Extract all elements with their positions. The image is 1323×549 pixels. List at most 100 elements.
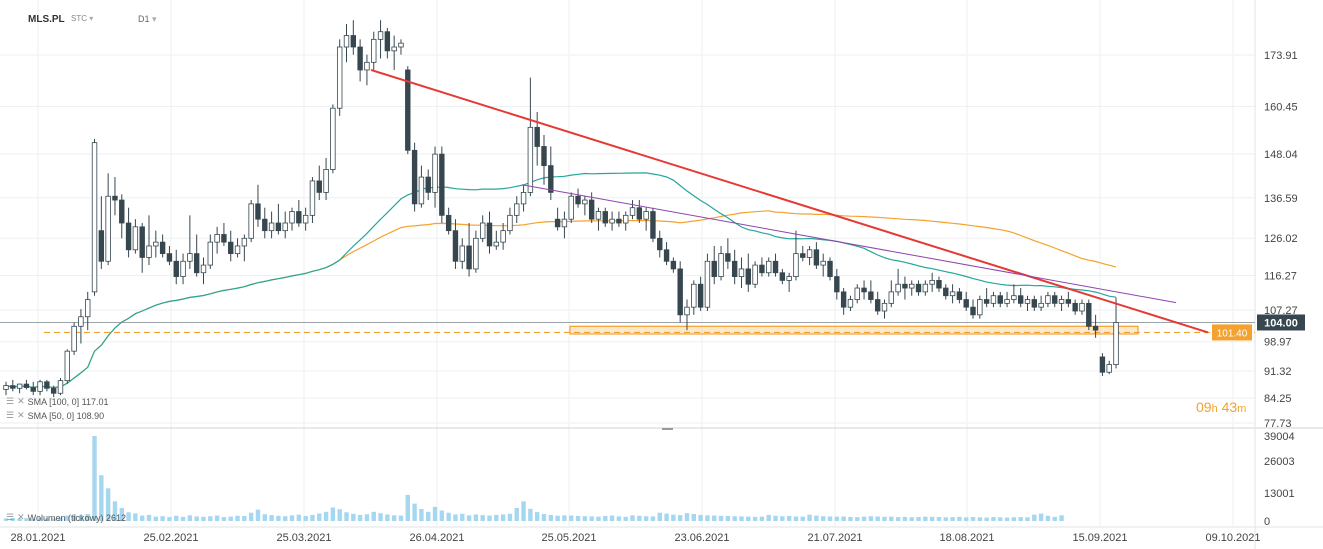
candle-up <box>595 211 602 220</box>
volume-bar <box>514 507 519 521</box>
volume-axis: 39004 26003 13001 0 <box>1264 431 1295 528</box>
volume-bar <box>521 501 526 521</box>
candle-up <box>479 222 486 239</box>
support-rectangle[interactable] <box>569 325 1139 335</box>
candle-up <box>507 214 513 232</box>
close-icon[interactable]: ✕ <box>17 396 25 406</box>
candle-down <box>534 126 540 147</box>
candle-down <box>616 218 622 224</box>
trendlines[interactable] <box>370 69 1209 334</box>
candle-down <box>657 237 663 251</box>
candle-down <box>357 46 363 71</box>
volume-bar <box>1038 513 1044 521</box>
candle-up <box>37 381 43 392</box>
volume-bar <box>950 517 955 521</box>
date-tick-label: 25.05.2021 <box>541 532 596 544</box>
candle-up <box>909 283 915 289</box>
candle-down <box>915 283 922 293</box>
candle-down <box>670 260 677 270</box>
candle-up <box>282 222 288 232</box>
candle-up <box>922 283 929 293</box>
date-tick-label: 18.08.2021 <box>939 532 994 544</box>
candle-down <box>452 230 459 262</box>
candle-down <box>997 295 1003 304</box>
volume-bar <box>187 515 193 521</box>
candle-down <box>827 260 833 277</box>
indicator-sma-100[interactable]: ☰ ✕ SMA [100, 0] 117.01 <box>6 396 109 407</box>
volume-bar <box>44 518 50 521</box>
secondary-trendline[interactable] <box>521 184 1177 304</box>
candle-down <box>384 31 391 52</box>
volume-bar <box>119 507 124 521</box>
candle-up <box>330 107 336 170</box>
interval-dropdown[interactable]: D1 ▾ <box>138 14 157 25</box>
candle-up <box>398 42 404 48</box>
candle-down <box>636 207 643 220</box>
candle-up <box>820 260 826 266</box>
menu-icon[interactable]: ☰ <box>6 410 15 420</box>
candle-down <box>425 176 431 193</box>
volume-tick-label: 13001 <box>1264 488 1295 500</box>
volume-bar <box>500 514 506 521</box>
close-icon[interactable]: ✕ <box>17 512 25 522</box>
price-tick-label: 148.04 <box>1264 149 1298 161</box>
indicator-sma-50[interactable]: ☰ ✕ SMA [50, 0] 108.90 <box>6 410 104 421</box>
candle-up <box>990 295 997 304</box>
candle-up <box>561 218 568 228</box>
volume-bar <box>562 515 567 521</box>
price-axis[interactable]: 173.91 160.45 148.04 136.59 126.02 116.27 107.… <box>1264 50 1298 430</box>
volume-bar <box>24 518 29 521</box>
candle-up <box>132 226 139 251</box>
date-tick-label: 25.03.2021 <box>276 532 331 544</box>
date-tick-label: 09.10.2021 <box>1205 532 1260 544</box>
candle-up <box>343 35 350 48</box>
candle-down <box>486 222 493 247</box>
volume-bar <box>391 515 397 521</box>
volume-bar <box>691 514 697 521</box>
candle-down <box>575 195 581 205</box>
volume-bar <box>146 514 152 521</box>
menu-icon[interactable]: ☰ <box>6 396 15 406</box>
time-axis[interactable]: 28.01.2021 25.02.2021 25.03.2021 26.04.2021… <box>10 532 1260 544</box>
indicator-volume[interactable]: ☰ ✕ Wolumen (tickowy) 2612 <box>6 512 126 523</box>
candle-up <box>64 350 70 382</box>
volume-bar <box>228 516 233 521</box>
volume-bar <box>330 507 336 521</box>
candle-down <box>1031 299 1038 308</box>
candle-timer: 09h 43m <box>1196 399 1246 415</box>
volume-bar <box>977 517 983 521</box>
volume-bar <box>868 516 874 521</box>
support-zone <box>0 322 1255 335</box>
indicator-label: SMA [50, 0] 108.90 <box>27 410 105 421</box>
menu-icon[interactable]: ☰ <box>6 512 15 522</box>
date-tick-label: 26.04.2021 <box>409 532 464 544</box>
volume-bar <box>167 517 172 521</box>
type-dropdown[interactable]: STC ▾ <box>71 14 93 23</box>
candle-up <box>377 31 384 40</box>
candle-down <box>44 381 50 389</box>
volume-bar <box>596 516 601 521</box>
symbol-label[interactable]: MLS.PL <box>28 14 65 25</box>
candle-down <box>159 241 166 255</box>
candle-down <box>262 218 268 232</box>
volume-bar <box>889 516 894 521</box>
sma-50-line <box>5 172 1117 389</box>
timer-hours-unit: h <box>1211 403 1218 415</box>
close-icon[interactable]: ✕ <box>17 410 25 420</box>
candle-down <box>731 260 738 277</box>
candle-down <box>1052 295 1058 304</box>
volume-bar <box>507 513 513 521</box>
candle-up <box>91 142 98 293</box>
candle-down <box>840 291 847 308</box>
candle-up <box>336 46 343 109</box>
resistance-trendline[interactable] <box>370 69 1209 334</box>
price-tick-label: 136.59 <box>1264 193 1298 205</box>
date-tick-label: 21.07.2021 <box>807 532 862 544</box>
volume-bar <box>1045 515 1051 521</box>
indicator-label: Wolumen (tickowy) 2612 <box>27 512 126 523</box>
volume-bar <box>357 514 363 521</box>
volume-bar <box>909 517 914 521</box>
candle-down <box>834 276 840 293</box>
volume-bar <box>1052 516 1057 521</box>
